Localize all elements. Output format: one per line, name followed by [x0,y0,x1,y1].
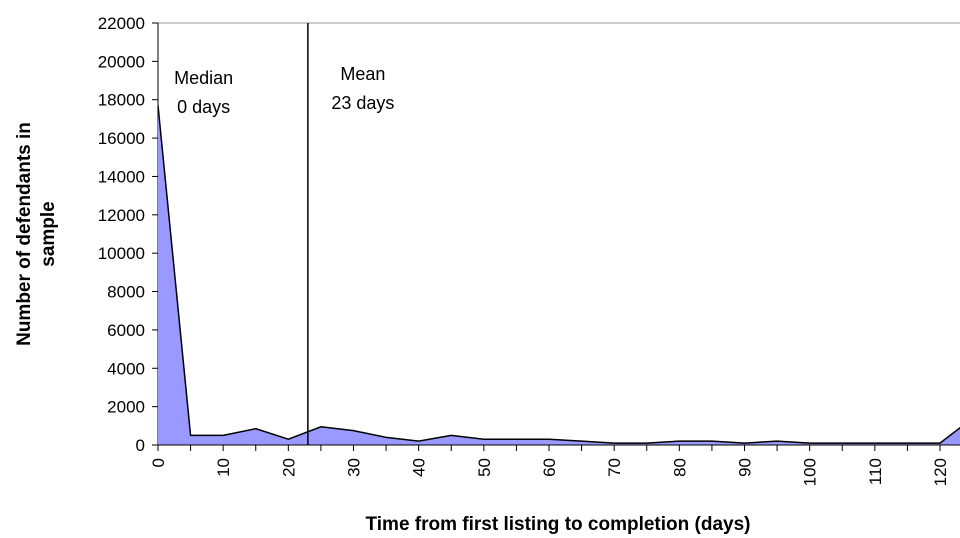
y-tick-label: 10000 [98,244,145,263]
y-tick-label: 22000 [98,14,145,33]
x-tick-label: 110 [866,458,885,485]
x-tick-label: 100 [801,458,820,486]
x-tick-label: 70 [605,458,624,477]
series-line [158,105,960,444]
y-tick-label: 20000 [98,52,145,71]
x-tick-label: 60 [540,458,559,477]
x-tick-label: 50 [475,458,494,477]
y-tick-label: 6000 [107,321,145,340]
y-axis-title-line: sample [38,201,59,266]
x-tick-label: 30 [345,458,364,477]
x-tick-label: 120 [931,458,950,486]
x-tick-label: 80 [670,458,689,477]
y-axis-title-line: Number of defendants in [14,122,35,346]
x-tick-label: 40 [410,458,429,477]
x-tick-label: 10 [214,458,233,477]
x-tick-label: 20 [279,458,298,477]
y-tick-label: 16000 [98,129,145,148]
y-tick-label: 18000 [98,91,145,110]
mean-label-line: 23 days [331,93,394,113]
series-area [158,105,960,445]
plot-area [157,22,960,446]
mean-label-line: Mean [340,64,385,84]
y-axis-title: Number of defendants in sample [14,122,59,346]
annotations: Mean 23 days Median 0 days [174,23,394,445]
median-label-line: 0 days [177,97,230,117]
median-label-line: Median [174,68,233,88]
x-axis-title: Time from first listing to completion (d… [366,514,751,535]
y-tick-label: 14000 [98,167,145,186]
x-axis-ticks: 0 10 20 30 40 50 60 70 80 90 100 110 120 [149,445,950,486]
y-axis-ticks: 0 2000 4000 6000 8000 10000 12000 14000 16000 180… [98,14,158,455]
y-tick-label: 2000 [107,398,145,417]
y-tick-label: 0 [136,436,145,455]
y-tick-label: 4000 [107,359,145,378]
x-tick-label: 0 [149,458,168,467]
y-tick-label: 12000 [98,206,145,225]
x-tick-label: 90 [736,458,755,477]
y-tick-label: 8000 [107,283,145,302]
